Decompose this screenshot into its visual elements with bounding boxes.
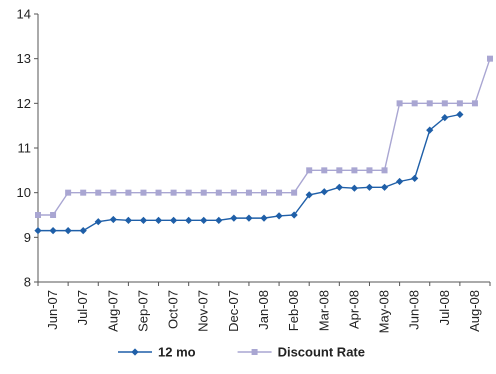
- data-point: [34, 227, 42, 235]
- x-tick-label: May-08: [377, 290, 392, 333]
- data-point: [79, 227, 87, 235]
- x-tick-label: Nov-07: [196, 290, 211, 332]
- y-tick-label: 10: [17, 185, 31, 200]
- data-point: [230, 189, 237, 196]
- axes: [37, 14, 490, 283]
- y-tick-label: 12: [17, 96, 31, 111]
- legend-label: Discount Rate: [278, 345, 365, 360]
- data-point: [396, 177, 404, 186]
- data-point: [261, 189, 267, 196]
- x-tick-label: Dec-07: [226, 290, 241, 332]
- data-point: [110, 189, 117, 196]
- legend-swatch-marker: [131, 348, 139, 356]
- data-point: [94, 218, 102, 226]
- data-point: [185, 216, 193, 224]
- data-point: [305, 191, 313, 199]
- data-point: [456, 100, 463, 107]
- data-point: [139, 216, 148, 224]
- data-point: [487, 55, 493, 62]
- legend-item: Discount Rate: [237, 345, 365, 360]
- x-tick-label: Aug-07: [105, 290, 120, 332]
- data-point: [350, 184, 358, 192]
- data-point: [381, 167, 388, 174]
- data-point: [365, 183, 374, 191]
- x-tick-label: Aug-08: [467, 290, 482, 332]
- data-point: [185, 189, 192, 196]
- x-tick-label: Apr-08: [346, 290, 361, 329]
- y-tick-label: 13: [17, 51, 31, 66]
- x-tick-label: Jun-08: [407, 290, 422, 330]
- data-point: [426, 126, 434, 134]
- y-tick-label: 14: [17, 7, 31, 22]
- data-point: [65, 189, 72, 196]
- data-point: [200, 216, 208, 224]
- x-tick-label: Jun-07: [45, 290, 60, 330]
- x-tick-label: Jan-08: [256, 290, 271, 330]
- data-point: [215, 216, 223, 224]
- data-point: [155, 189, 162, 196]
- data-point: [441, 100, 448, 107]
- data-point: [245, 214, 253, 222]
- x-tick-label: Mar-08: [316, 290, 331, 331]
- data-point: [396, 100, 403, 107]
- x-tick-label: Feb-08: [286, 290, 301, 331]
- data-point: [320, 188, 328, 196]
- data-point: [245, 189, 252, 196]
- data-point: [35, 212, 41, 218]
- x-tick-label: Jul-07: [75, 290, 90, 325]
- data-point: [215, 189, 222, 196]
- y-tick-label: 11: [18, 141, 32, 156]
- legend-swatch-marker: [251, 349, 258, 355]
- series-line: [38, 113, 461, 232]
- y-axis-ticks: 8 9 10 11 12 13 14: [17, 7, 38, 290]
- data-point: [154, 216, 163, 224]
- series-12-mo: [34, 110, 464, 235]
- series-discount-rate: [35, 55, 493, 218]
- data-point: [95, 189, 102, 196]
- data-point: [124, 216, 132, 224]
- data-point: [140, 189, 147, 196]
- y-tick-label: 8: [24, 275, 31, 290]
- data-point: [321, 167, 328, 174]
- data-point: [49, 227, 57, 235]
- data-point: [366, 167, 373, 174]
- legend: 12 mo Discount Rate: [118, 345, 365, 360]
- data-point: [276, 189, 283, 196]
- data-point: [125, 189, 132, 196]
- data-point: [64, 227, 72, 235]
- data-point: [50, 212, 57, 218]
- x-tick-label: Oct-07: [166, 290, 181, 329]
- series-lines: [34, 55, 493, 235]
- data-point: [291, 189, 298, 196]
- data-point: [471, 100, 478, 107]
- x-tick-label: Sep-07: [135, 290, 150, 332]
- data-point: [200, 189, 207, 196]
- data-point: [170, 189, 177, 196]
- data-point: [306, 167, 313, 174]
- data-point: [411, 174, 419, 182]
- data-point: [351, 167, 358, 174]
- data-point: [380, 183, 389, 191]
- data-point: [335, 183, 343, 191]
- legend-item: 12 mo: [118, 345, 196, 360]
- x-axis-ticks: Jun-07 Jul-07 Aug-07 Sep-07 Oct-07 Nov-07 Dec-…: [37, 282, 491, 333]
- data-point: [109, 215, 117, 224]
- data-point: [230, 214, 238, 222]
- data-point: [275, 212, 283, 220]
- data-point: [290, 211, 298, 219]
- x-tick-label: Jul-08: [437, 290, 452, 325]
- data-point: [441, 114, 449, 122]
- data-point: [80, 189, 87, 196]
- data-point: [426, 100, 433, 107]
- data-point: [170, 216, 178, 224]
- legend-label: 12 mo: [158, 345, 196, 360]
- data-point: [260, 214, 268, 222]
- data-point: [456, 110, 464, 119]
- data-point: [336, 167, 343, 174]
- data-point: [411, 100, 418, 107]
- y-tick-label: 9: [24, 230, 31, 245]
